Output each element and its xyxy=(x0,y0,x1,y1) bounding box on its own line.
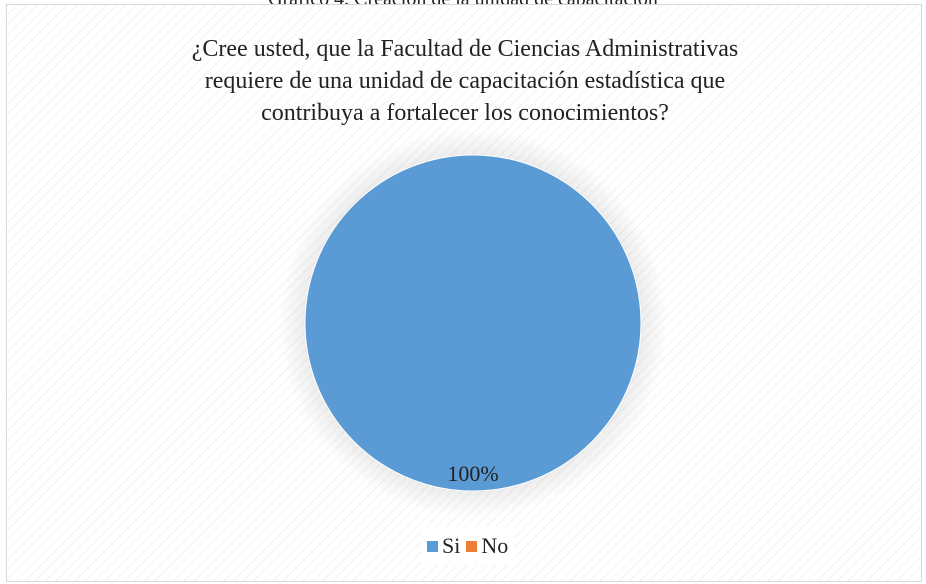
legend-item: Si xyxy=(427,533,460,559)
legend-item: No xyxy=(466,533,508,559)
chart-title-line: requiere de una unidad de capacitación e… xyxy=(204,68,726,94)
chart-area: ¿Cree usted, que la Facultad de Ciencias… xyxy=(6,4,922,582)
chart-title-line: contribuya a fortalecer los conocimiento… xyxy=(261,100,669,126)
data-label: 100% xyxy=(447,461,498,486)
pie-chart: 100% xyxy=(279,129,667,517)
legend-label: Si xyxy=(442,533,461,558)
chart-title-line: ¿Cree usted, que la Facultad de Ciencias… xyxy=(191,36,739,62)
pie-slice-si xyxy=(304,154,642,492)
chart-title: ¿Cree usted, que la Facultad de Ciencias… xyxy=(7,33,923,129)
legend-label: No xyxy=(481,533,509,558)
legend-swatch-si xyxy=(427,540,438,552)
legend-swatch-no xyxy=(466,540,478,552)
legend: Si No xyxy=(421,527,515,565)
